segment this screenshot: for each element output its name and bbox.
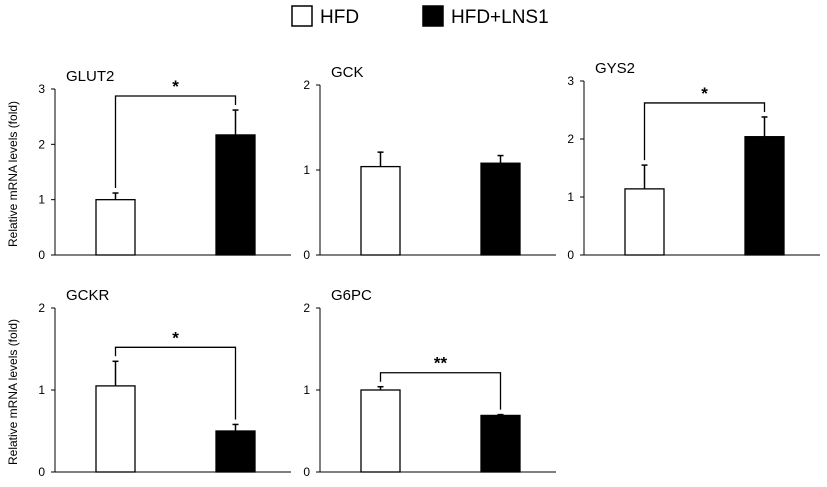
significance-bracket	[643, 102, 766, 161]
chart-panels: 0 1 2 3 GLUT2 Relative mRNA levels (fold) * 0 1 2…	[6, 60, 820, 479]
significance-label: *	[172, 328, 179, 347]
panel-title: GCK	[331, 64, 364, 81]
legend-label-hfd: HFD	[320, 7, 359, 28]
y-tick-label: 0	[38, 465, 45, 479]
y-tick-label: 1	[567, 190, 574, 204]
bar-hfd	[360, 389, 401, 473]
panel-title: GYS2	[595, 60, 635, 77]
bar-hfd-lns1	[480, 414, 521, 473]
panel-gckr: 0 1 2 GCKR Relative mRNA levels (fold) *	[6, 287, 291, 479]
panel-g6pc: 0 1 2 G6PC **	[303, 287, 556, 479]
significance-bracket	[114, 95, 237, 189]
significance-bracket	[379, 372, 502, 410]
y-tick-label: 1	[303, 163, 310, 177]
y-axis-label: Relative mRNA levels (fold)	[6, 101, 20, 247]
legend-swatch-hfd-lns1	[422, 5, 444, 27]
bar-hfd	[624, 188, 665, 256]
significance-label: *	[172, 77, 179, 96]
bar-hfd-lns1	[215, 134, 256, 256]
panel-title: GLUT2	[66, 68, 114, 85]
y-axis-label: Relative mRNA levels (fold)	[6, 319, 20, 465]
legend-label-hfd-lns1: HFD+LNS1	[451, 7, 549, 28]
panel-gck: 0 1 2 GCK	[303, 64, 556, 262]
bar-hfd	[95, 385, 136, 473]
y-tick-label: 2	[303, 301, 310, 315]
y-tick-label: 3	[567, 74, 574, 88]
significance-label: *	[701, 84, 708, 103]
y-tick-label: 1	[38, 383, 45, 397]
y-tick-label: 0	[567, 248, 574, 262]
y-tick-label: 1	[303, 383, 310, 397]
significance-bracket	[114, 346, 237, 420]
legend: HFD HFD+LNS1	[291, 5, 549, 28]
panel-gys2: 0 1 2 3 GYS2 *	[567, 60, 820, 262]
y-tick-label: 0	[303, 465, 310, 479]
significance-label: **	[434, 354, 448, 373]
y-tick-label: 2	[303, 78, 310, 92]
bar-hfd-lns1	[215, 430, 256, 473]
bar-hfd	[95, 199, 136, 256]
y-tick-label: 2	[38, 301, 45, 315]
panel-title: GCKR	[66, 287, 110, 304]
bar-hfd	[360, 165, 401, 256]
legend-swatch-hfd	[291, 5, 313, 27]
panel-glut2: 0 1 2 3 GLUT2 Relative mRNA levels (fold) *	[6, 68, 291, 262]
y-tick-label: 1	[38, 193, 45, 207]
y-tick-label: 2	[38, 137, 45, 151]
y-tick-label: 2	[567, 132, 574, 146]
panel-title: G6PC	[331, 287, 372, 304]
y-tick-label: 0	[38, 248, 45, 262]
bar-hfd-lns1	[480, 162, 521, 256]
bar-hfd-lns1	[744, 136, 785, 256]
y-tick-label: 3	[38, 82, 45, 96]
y-tick-label: 0	[303, 248, 310, 262]
